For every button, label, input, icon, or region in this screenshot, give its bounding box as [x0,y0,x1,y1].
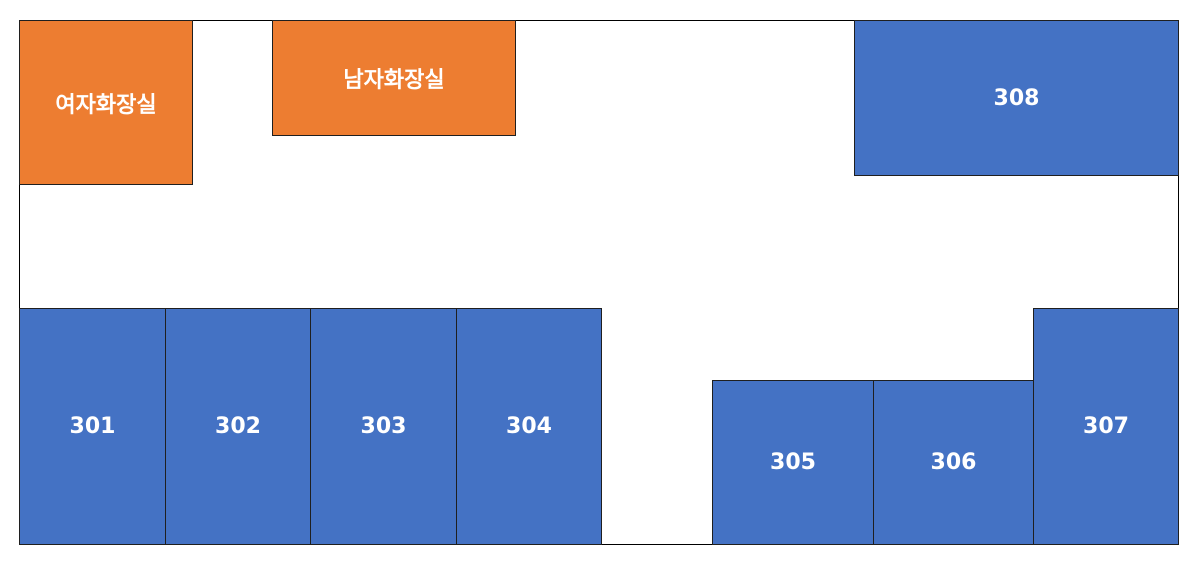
room-306: 306 [873,380,1034,545]
room-307-label: 307 [1083,414,1129,439]
room-302: 302 [165,308,311,545]
room-306-label: 306 [930,450,977,475]
womens-restroom-label: 여자화장실 [55,92,157,118]
mens-restroom-label: 남자화장실 [343,68,445,93]
room-308: 308 [854,20,1179,176]
room-304-label: 304 [506,414,552,439]
room-308-label: 308 [993,85,1040,111]
room-305: 305 [712,380,874,545]
room-305-label: 305 [770,450,816,475]
womens-restroom: 여자화장실 [19,20,193,185]
room-303-label: 303 [360,414,407,439]
room-307: 307 [1033,308,1179,545]
room-301: 301 [19,308,166,545]
mens-restroom: 남자화장실 [272,20,516,136]
room-302-label: 302 [215,414,261,439]
room-303: 303 [310,308,457,545]
room-301-label: 301 [69,414,116,439]
room-304: 304 [456,308,602,545]
